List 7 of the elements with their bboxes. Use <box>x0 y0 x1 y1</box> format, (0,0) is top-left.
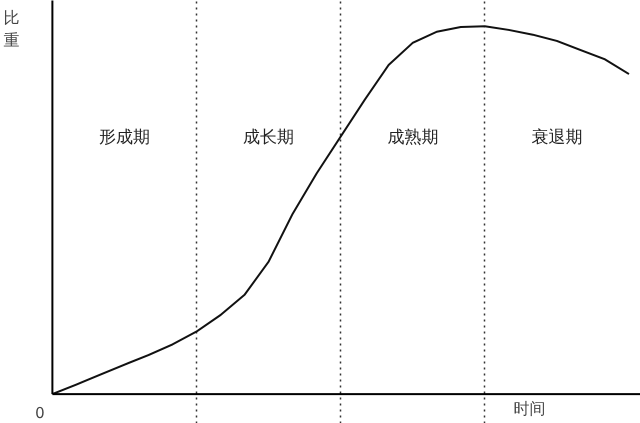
y-axis-title: 比重 <box>3 8 20 50</box>
annotation: 成长期 <box>243 128 294 148</box>
x-axis-title: 时间 <box>514 398 546 418</box>
text: 0 <box>35 404 45 422</box>
annotation: 成熟期 <box>387 128 438 148</box>
annotation: 衰退期 <box>531 128 582 148</box>
annotation: 形成期 <box>98 128 150 148</box>
